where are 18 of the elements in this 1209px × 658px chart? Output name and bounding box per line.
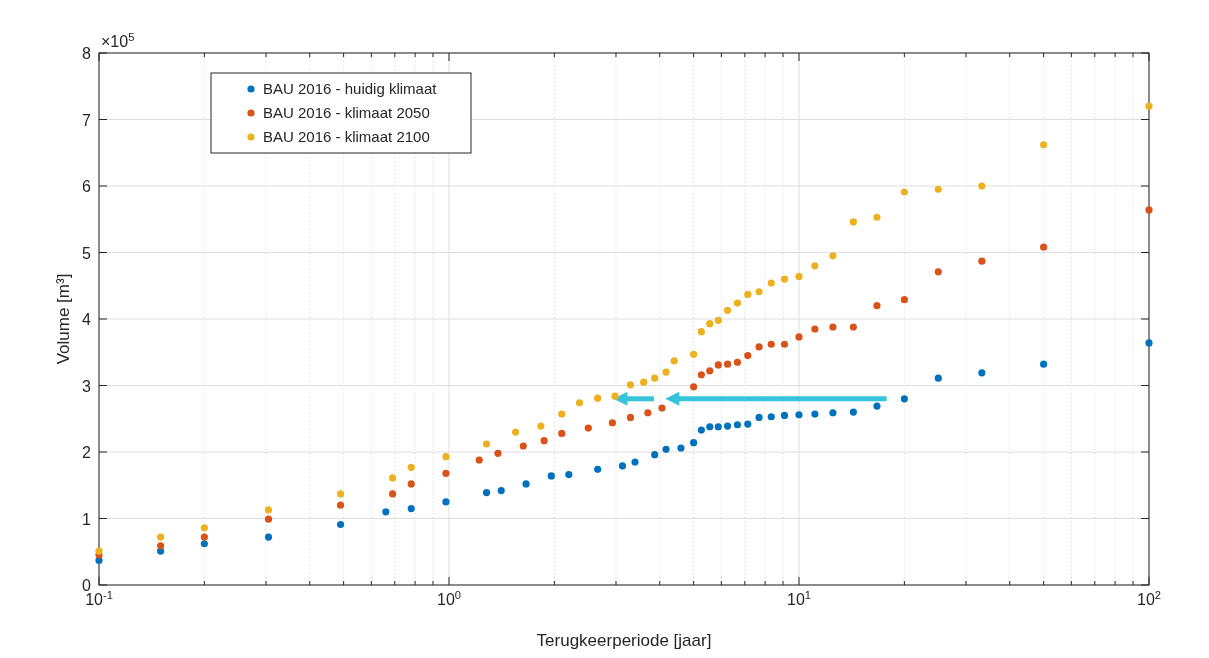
x-tick-label: 10$^{2}$	[1136, 589, 1162, 608]
legend-label: BAU 2016 - klimaat 2100	[263, 128, 430, 145]
legend-label: BAU 2016 - klimaat 2050	[263, 104, 430, 121]
y-tick-label: 6	[82, 178, 92, 195]
y-tick-label: 1	[82, 510, 92, 528]
y-tick-label: 7	[82, 111, 92, 129]
y-tick-label: 0	[82, 577, 92, 594]
y-axis-title: Volume [m³]	[54, 273, 73, 365]
y-tick-label: 3	[82, 377, 92, 395]
y-tick-label: 8	[82, 45, 92, 62]
x-tick-label: 10$^{0}$	[436, 589, 462, 608]
legend-label: BAU 2016 - huidig klimaat	[263, 80, 438, 97]
y-tick-label: 5	[82, 244, 92, 262]
y-tick-label: 2	[82, 444, 92, 461]
x-axis-title: Terugkeerperiode [jaar]	[536, 631, 712, 650]
x-tick-label: 10$^{1}$	[786, 589, 812, 608]
y-tick-label: 4	[82, 311, 92, 328]
text: ×10$^{5}$	[101, 31, 135, 50]
